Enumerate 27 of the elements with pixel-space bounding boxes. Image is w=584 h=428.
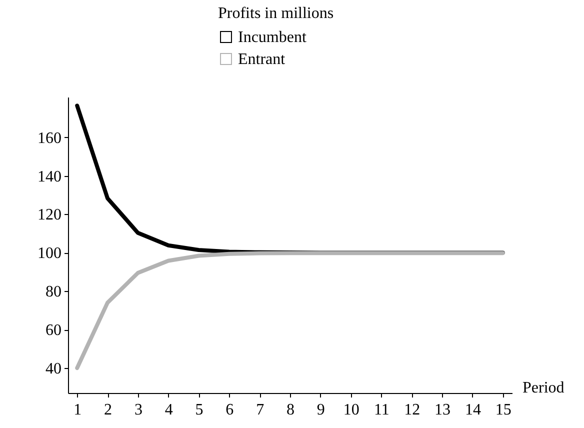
y-tick-label: 120 [38,206,62,224]
y-tick-label: 60 [46,322,62,340]
x-tick-label: 15 [495,402,512,418]
x-tick-label: 9 [316,402,325,418]
legend-label: Entrant [238,51,286,68]
x-tick-label: 13 [434,402,451,418]
line-series [75,251,505,370]
x-tick-label: 14 [464,402,481,418]
x-tick-label: 10 [343,402,360,418]
legend-label: Incumbent [238,29,307,46]
legend-title: Profits in millions [218,5,334,22]
x-tick-label: 7 [256,402,264,418]
x-tick-label: 8 [286,402,294,418]
x-tick-label: 6 [226,402,234,418]
x-tick-label: 2 [104,402,112,418]
x-tick-label: 4 [164,402,173,418]
x-axis-title: Period [522,380,564,396]
y-tick-label: 100 [38,245,62,262]
x-tick-label: 1 [74,402,82,418]
x-tick-label: 11 [374,402,390,418]
x-tick-label: 3 [134,402,142,418]
y-tick-label: 140 [38,168,62,186]
y-tick-label: 40 [46,360,62,378]
x-tick-label: 12 [404,402,420,418]
y-tick-label: 80 [46,284,62,301]
y-tick-label: 160 [38,130,62,147]
x-tick-label: 5 [195,402,204,418]
